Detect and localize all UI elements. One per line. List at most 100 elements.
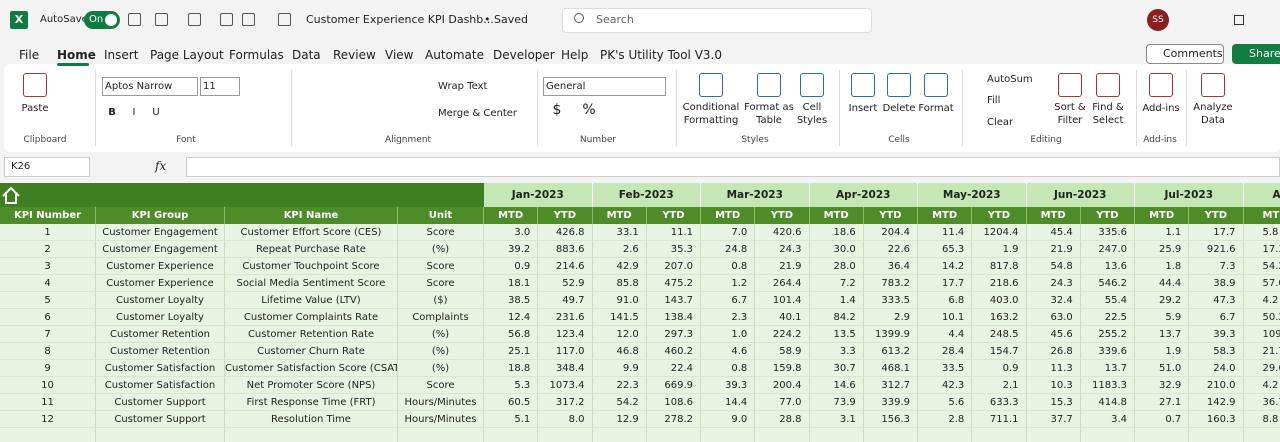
cell[interactable]: 156.3 <box>863 411 918 428</box>
ribbon-icon[interactable] <box>699 73 723 97</box>
cell[interactable]: Customer Support <box>96 394 225 411</box>
cell[interactable]: 613.2 <box>863 343 918 360</box>
cell[interactable]: 248.5 <box>972 326 1027 343</box>
ribbon-button[interactable]: U <box>152 107 160 118</box>
cell[interactable]: Customer Loyalty <box>96 309 225 326</box>
cell[interactable]: 8.0 <box>538 411 593 428</box>
empty-cell[interactable] <box>96 428 225 442</box>
cell[interactable]: 142.9 <box>1189 394 1244 411</box>
cell[interactable]: Score <box>398 377 484 394</box>
ribbon-icon[interactable] <box>1096 73 1120 97</box>
cell[interactable]: 22.4 <box>646 360 701 377</box>
cell[interactable]: 255.2 <box>1080 326 1135 343</box>
size-box[interactable]: 11 <box>200 77 240 96</box>
cell[interactable]: 13.5 <box>809 326 864 343</box>
cell[interactable]: Score <box>398 224 484 241</box>
cell[interactable]: Net Promoter Score (NPS) <box>225 377 398 394</box>
cell[interactable]: 30.7 <box>809 360 864 377</box>
empty-cell[interactable] <box>1027 428 1081 442</box>
cell[interactable]: ($) <box>398 292 484 309</box>
cell[interactable]: 55.4 <box>1080 292 1135 309</box>
cell[interactable]: 17.3 <box>1243 241 1280 258</box>
cell[interactable]: 84.2 <box>809 309 864 326</box>
cell[interactable]: 5.8 <box>1243 224 1280 241</box>
cell[interactable]: 47.3 <box>1189 292 1244 309</box>
cell[interactable]: 6.8 <box>918 292 973 309</box>
cell[interactable]: 14.2 <box>918 258 973 275</box>
cell[interactable]: 21.7 <box>1243 343 1280 360</box>
menu-tab[interactable]: Home <box>57 48 96 62</box>
cell[interactable]: 783.2 <box>863 275 918 292</box>
cell[interactable]: 108.6 <box>646 394 701 411</box>
cell[interactable]: 32.4 <box>1026 292 1081 309</box>
ribbon-button[interactable]: AutoSum <box>987 74 1033 85</box>
ribbon-button[interactable]: Paste <box>21 103 49 114</box>
cell[interactable]: 143.7 <box>646 292 701 309</box>
cell[interactable]: 12 <box>0 411 96 428</box>
cell[interactable]: 18.6 <box>809 224 864 241</box>
cell[interactable]: 12.0 <box>592 326 647 343</box>
cell[interactable]: Lifetime Value (LTV) <box>225 292 398 309</box>
empty-cell[interactable] <box>484 428 539 442</box>
cell[interactable]: 57.0 <box>1243 275 1280 292</box>
ribbon-icon[interactable] <box>23 73 47 97</box>
cell[interactable]: 3.3 <box>809 343 864 360</box>
cell[interactable]: Customer Satisfaction Score (CSAT) <box>225 360 398 377</box>
cell[interactable]: 5.9 <box>1135 309 1190 326</box>
cell[interactable]: 7 <box>0 326 96 343</box>
empty-cell[interactable] <box>1081 428 1135 442</box>
cell[interactable]: 17.7 <box>918 275 973 292</box>
cell[interactable]: 154.7 <box>972 343 1027 360</box>
cell[interactable]: 420.6 <box>755 224 810 241</box>
cell[interactable]: 91.0 <box>592 292 647 309</box>
cell[interactable]: Customer Retention <box>96 326 225 343</box>
cell[interactable]: 7.0 <box>701 224 756 241</box>
cell[interactable]: 1204.4 <box>972 224 1027 241</box>
cell[interactable]: 85.8 <box>592 275 647 292</box>
cell[interactable]: 247.0 <box>1080 241 1135 258</box>
cell[interactable]: 3.0 <box>484 224 539 241</box>
cell[interactable]: 123.4 <box>538 326 593 343</box>
font-box[interactable]: Aptos Narrow <box>102 77 198 96</box>
cell[interactable]: 475.2 <box>646 275 701 292</box>
cell[interactable]: 14.4 <box>701 394 756 411</box>
empty-cell[interactable] <box>538 428 593 442</box>
cell[interactable]: 921.6 <box>1189 241 1244 258</box>
cell[interactable]: 21.9 <box>755 258 810 275</box>
ribbon-icon[interactable] <box>1058 73 1082 97</box>
comments-button[interactable]: Comments <box>1146 44 1224 64</box>
empty-cell[interactable] <box>0 428 96 442</box>
ribbon-button[interactable]: Insert <box>848 103 878 114</box>
cell[interactable]: 15.3 <box>1026 394 1081 411</box>
cell[interactable]: 210.0 <box>1189 377 1244 394</box>
cell[interactable]: Customer Loyalty <box>96 292 225 309</box>
cell[interactable]: 348.4 <box>538 360 593 377</box>
cell[interactable]: 2.3 <box>701 309 756 326</box>
cell[interactable]: 22.5 <box>1080 309 1135 326</box>
cell[interactable]: 10 <box>0 377 96 394</box>
cell[interactable]: 29.2 <box>1135 292 1190 309</box>
ribbon-icon[interactable] <box>800 73 824 97</box>
cell[interactable]: 11.3 <box>1026 360 1081 377</box>
cell[interactable]: 42.3 <box>918 377 973 394</box>
share-button[interactable]: Share <box>1232 44 1280 64</box>
cell[interactable]: 54.2 <box>1243 258 1280 275</box>
cell[interactable]: 317.2 <box>538 394 593 411</box>
cell[interactable]: Customer Satisfaction <box>96 377 225 394</box>
cell[interactable]: 5.6 <box>918 394 973 411</box>
cell[interactable]: Repeat Purchase Rate <box>225 241 398 258</box>
cell[interactable]: 24.3 <box>1026 275 1081 292</box>
cell[interactable]: (%) <box>398 360 484 377</box>
menu-tab[interactable]: Formulas <box>229 48 284 62</box>
cell[interactable]: 2.8 <box>918 411 973 428</box>
ribbon-button[interactable]: Conditional Formatting <box>682 102 740 126</box>
empty-cell[interactable] <box>864 428 918 442</box>
empty-cell[interactable] <box>701 428 756 442</box>
ribbon-button[interactable]: $ <box>552 102 562 118</box>
cell[interactable]: Score <box>398 275 484 292</box>
cell[interactable]: 159.8 <box>755 360 810 377</box>
cell[interactable]: 224.2 <box>755 326 810 343</box>
cell[interactable]: 17.7 <box>1189 224 1244 241</box>
cell[interactable]: 1.9 <box>972 241 1027 258</box>
cell[interactable]: 1.0 <box>701 326 756 343</box>
